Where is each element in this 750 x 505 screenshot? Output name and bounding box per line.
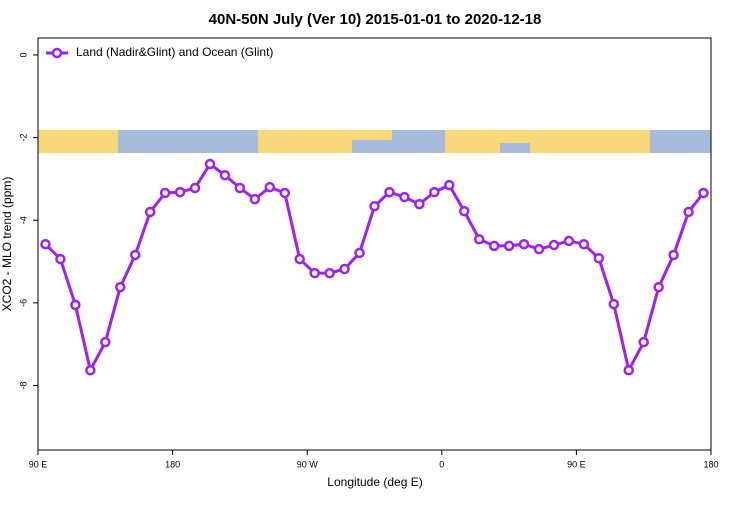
data-point (294, 253, 305, 265)
data-point (40, 238, 51, 250)
data-point (279, 187, 291, 199)
data-point (698, 187, 709, 199)
data-point (473, 233, 485, 245)
y-tick-label: 0 (18, 52, 28, 57)
y-tick-label: -4 (18, 216, 28, 224)
data-point (503, 240, 515, 252)
data-point (100, 336, 111, 348)
data-point (444, 179, 455, 191)
data-point (563, 235, 575, 247)
x-tick-label: 90 W (297, 459, 319, 469)
data-point (144, 206, 156, 218)
y-tick-label: -2 (18, 134, 28, 142)
data-point (339, 263, 350, 275)
data-point (234, 182, 246, 194)
plot-frame (37, 37, 712, 451)
y-tick-label: -8 (18, 382, 28, 390)
map-band (38, 130, 711, 153)
data-point (129, 249, 141, 261)
series-line (44, 161, 705, 375)
data-point (578, 238, 590, 250)
chart-title: 40N-50N July (Ver 10) 2015-01-01 to 2020… (209, 11, 542, 28)
data-point (159, 187, 171, 199)
data-point (458, 205, 470, 217)
legend-marker (51, 47, 63, 59)
data-point (548, 239, 560, 251)
data-point (384, 186, 395, 198)
x-tick-label: 180 (703, 459, 718, 469)
data-point (399, 191, 410, 203)
data-point (264, 181, 276, 193)
data-point (204, 158, 216, 170)
data-point (429, 186, 440, 198)
data-point (638, 336, 649, 348)
x-axis-label: Longitude (deg E) (327, 475, 422, 489)
data-point (518, 238, 530, 250)
data-point (533, 243, 545, 255)
data-point (249, 193, 261, 205)
x-tick-label: 0 (439, 459, 444, 469)
legend-label: Land (Nadir&Glint) and Ocean (Glint) (76, 45, 273, 59)
data-point (414, 198, 425, 210)
data-point (653, 281, 664, 293)
y-tick-label: -6 (18, 299, 28, 307)
x-tick-label: 180 (165, 459, 180, 469)
x-tick-label: 90 E (29, 459, 48, 469)
data-point (668, 249, 679, 261)
y-axis-label: XCO2 - MLO trend (ppm) (0, 177, 14, 312)
data-point (219, 169, 231, 181)
x-tick-label: 90 E (567, 459, 586, 469)
data-point (70, 299, 81, 311)
data-point (174, 186, 186, 198)
data-point (55, 253, 66, 265)
data-point (608, 298, 620, 310)
data-point (623, 364, 634, 376)
data-point (354, 247, 365, 259)
data-point (488, 240, 500, 252)
data-point (369, 200, 380, 212)
data-point (115, 281, 126, 293)
data-point (683, 206, 694, 218)
data-point (189, 182, 201, 194)
data-point (593, 253, 605, 264)
data-point (85, 364, 96, 376)
data-point (309, 267, 320, 279)
data-point (324, 267, 335, 279)
